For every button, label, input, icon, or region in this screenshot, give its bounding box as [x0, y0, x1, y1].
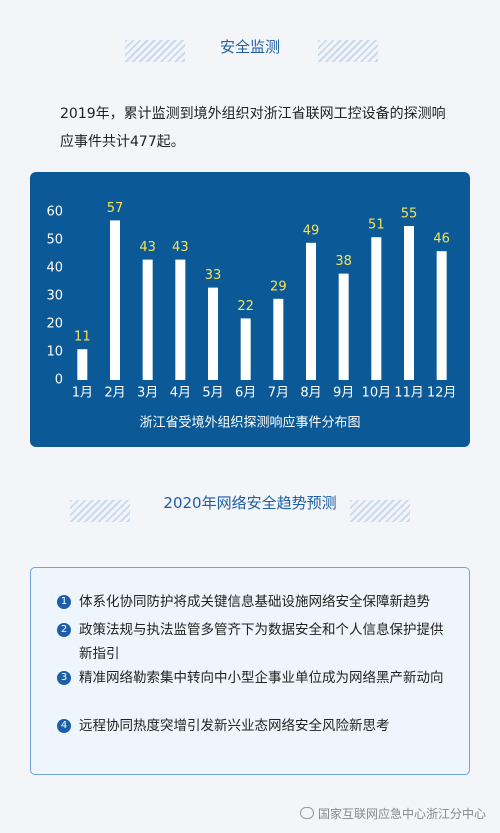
section-title: 2020年网络安全趋势预测 [163, 494, 337, 512]
chart-title: 浙江省受境外组织探测响应事件分布图 [139, 415, 360, 431]
bar [175, 259, 186, 380]
y-tick-label: 60 [46, 205, 63, 220]
trend-box: 1 体系化协同防护将成关键信息基础设施网络安全保障新趋势 2 政策法规与执法监管多管齐… [30, 567, 470, 775]
data-label: 22 [237, 299, 254, 314]
bar [404, 226, 414, 380]
data-label: 49 [303, 223, 320, 238]
trend-text: 精准网络勒索集中转向中小型企事业单位成为网络黑产新动向 [79, 670, 444, 686]
y-tick-label: 30 [46, 289, 63, 304]
x-tick-label: 1月 [72, 386, 93, 401]
data-label: 57 [107, 201, 124, 216]
y-tick-label: 20 [46, 317, 63, 332]
decoration [125, 40, 185, 62]
data-label: 51 [368, 218, 385, 233]
x-tick-label: 7月 [268, 386, 289, 401]
x-tick-label: 11月 [394, 386, 424, 401]
x-tick-label: 10月 [362, 386, 392, 401]
bar [77, 349, 88, 380]
trend-item: 3 精准网络勒索集中转向中小型企事业单位成为网络黑产新动向 [57, 666, 447, 690]
data-label: 43 [172, 240, 189, 255]
trend-item: 1 体系化协同防护将成关键信息基础设施网络安全保障新趋势 [57, 590, 447, 614]
x-tick-label: 8月 [300, 386, 321, 401]
decoration [70, 500, 130, 522]
bar [273, 298, 284, 380]
trend-number: 2 [57, 623, 71, 637]
x-tick-label: 3月 [137, 386, 158, 401]
x-tick-label: 9月 [333, 386, 354, 401]
bar [371, 237, 382, 380]
data-label: 33 [205, 268, 222, 283]
bar [142, 259, 153, 380]
x-tick-label: 5月 [202, 386, 223, 401]
trend-number: 3 [57, 671, 71, 685]
data-label: 55 [401, 207, 418, 222]
footer: 国家互联网应急中心浙江分中心 [299, 805, 486, 822]
trend-number: 1 [57, 595, 71, 609]
chart-background [30, 172, 470, 447]
decoration [350, 500, 410, 522]
decoration [318, 40, 378, 62]
trend-item: 2 政策法规与执法监管多管齐下为数据安全和个人信息保护提供新指引 [57, 618, 447, 666]
y-tick-label: 40 [46, 261, 63, 276]
intro-text: 2019年，累计监测到境外组织对浙江省联网工控设备的探测响应事件共计477起。 [60, 106, 446, 150]
bar [110, 220, 120, 380]
y-tick-label: 50 [46, 233, 63, 248]
bar [436, 251, 447, 380]
footer-text: 国家互联网应急中心浙江分中心 [317, 807, 486, 821]
data-label: 38 [335, 254, 352, 269]
x-tick-label: 2月 [104, 386, 125, 401]
bar [208, 287, 218, 380]
data-label: 29 [270, 279, 287, 294]
y-tick-label: 0 [55, 373, 63, 388]
bar [240, 318, 251, 380]
data-label: 11 [74, 330, 91, 345]
x-tick-label: 4月 [170, 386, 191, 401]
data-label: 43 [139, 240, 156, 255]
wechat-icon [299, 807, 314, 819]
y-tick-label: 10 [46, 345, 63, 360]
trend-text: 体系化协同防护将成关键信息基础设施网络安全保障新趋势 [79, 594, 430, 610]
chart: 浙江省受境外组织探测响应事件分布图 0 10 20 30 40 50 60 1月 11 2月 57 3… [30, 172, 470, 447]
bar [338, 273, 349, 380]
trend-text: 远程协同热度突增引发新兴业态网络安全风险新思考 [79, 718, 390, 734]
x-tick-label: 12月 [427, 386, 457, 401]
section-title: 安全监测 [219, 38, 280, 56]
x-tick-label: 6月 [235, 386, 256, 401]
trend-text: 政策法规与执法监管多管齐下为数据安全和个人信息保护提供新指引 [79, 622, 444, 662]
data-label: 46 [433, 232, 450, 247]
bar [306, 242, 316, 380]
trend-number: 4 [57, 719, 71, 733]
trend-item: 4 远程协同热度突增引发新兴业态网络安全风险新思考 [57, 714, 447, 738]
